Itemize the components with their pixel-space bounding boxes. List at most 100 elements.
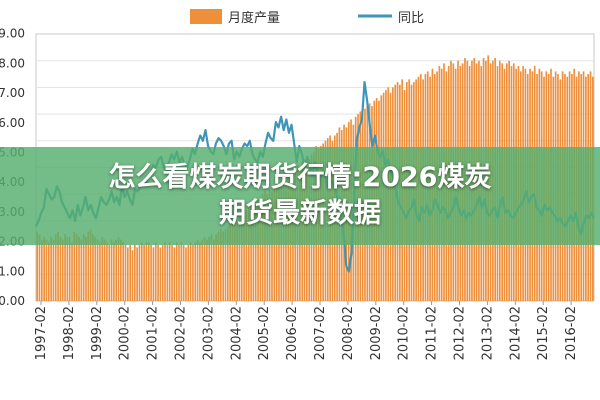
- bar: [40, 239, 43, 301]
- bar: [71, 242, 73, 301]
- bar: [78, 236, 80, 301]
- bar: [87, 231, 90, 301]
- bar: [99, 242, 101, 301]
- bar: [43, 236, 45, 301]
- bar: [136, 247, 138, 301]
- bar: [226, 226, 229, 301]
- bar: [213, 239, 215, 301]
- legend: 月度产量 同比: [190, 9, 424, 26]
- bar: [215, 234, 218, 301]
- y-tick-label: 7.00: [0, 86, 25, 100]
- bar: [261, 194, 264, 301]
- bar: [127, 247, 129, 301]
- x-tick-label: 2009-02: [369, 306, 384, 360]
- bar: [82, 234, 85, 301]
- bar: [157, 244, 159, 301]
- legend-bar-label: 月度产量: [228, 10, 280, 26]
- x-tick-label: 2008-02: [341, 306, 356, 360]
- bar: [85, 236, 87, 301]
- y-tick-label: 8.00: [0, 56, 25, 70]
- bar: [108, 244, 111, 301]
- banner-title-line-1: 怎么看煤炭期货行情:2026煤炭: [108, 162, 492, 193]
- bar: [150, 244, 152, 301]
- bar: [161, 244, 164, 301]
- bar: [36, 231, 38, 301]
- bar: [115, 239, 118, 301]
- bar: [201, 239, 204, 301]
- bar: [131, 250, 134, 301]
- bar: [208, 236, 211, 301]
- bar: [45, 239, 48, 301]
- bar: [54, 234, 57, 301]
- bar: [89, 228, 92, 301]
- x-tick-label: 2015-02: [536, 306, 551, 360]
- bar: [138, 244, 141, 301]
- x-tick-label: 1997-02: [34, 306, 49, 360]
- bar: [50, 236, 52, 301]
- bar: [80, 239, 83, 301]
- banner-title-line-2: 期货最新数据: [219, 198, 381, 229]
- bar: [154, 242, 157, 301]
- bar: [59, 236, 62, 301]
- bar: [222, 231, 224, 301]
- bar: [171, 244, 173, 301]
- y-tick-label: 9.00: [0, 27, 25, 41]
- x-tick-label: 2006-02: [285, 306, 300, 360]
- bar: [224, 228, 227, 301]
- bar: [68, 236, 71, 301]
- y-tick-label: 1.00: [0, 264, 25, 278]
- bar: [133, 244, 136, 301]
- bar: [243, 215, 245, 301]
- grid: [36, 60, 594, 275]
- bar: [231, 220, 234, 301]
- bar: [196, 239, 199, 301]
- bar: [236, 220, 238, 301]
- bar: [129, 244, 131, 301]
- x-tick-label: 2007-02: [313, 306, 328, 360]
- bar: [229, 223, 231, 301]
- x-tick-label: 2010-02: [397, 306, 412, 360]
- bar: [175, 242, 178, 301]
- bar: [52, 239, 55, 301]
- bar: [264, 191, 266, 301]
- bar: [180, 242, 183, 301]
- bar: [189, 242, 192, 301]
- bar: [173, 247, 176, 301]
- bar: [252, 207, 255, 301]
- y-tick-label: 6.00: [0, 116, 25, 130]
- bar: [257, 199, 259, 301]
- x-tick-label: 2011-02: [425, 306, 440, 360]
- bar: [117, 236, 120, 301]
- bar: [199, 242, 201, 301]
- bar: [47, 242, 50, 301]
- bar: [203, 236, 206, 301]
- bar: [75, 234, 78, 301]
- bar: [217, 231, 220, 301]
- bar: [113, 242, 115, 301]
- bar: [61, 239, 64, 301]
- bar: [38, 234, 41, 301]
- x-tick-label: 2013-02: [480, 306, 495, 360]
- title-banner: 怎么看煤炭期货行情:2026煤炭 期货最新数据: [0, 147, 600, 245]
- bar: [64, 234, 66, 301]
- x-tick-label: 2004-02: [229, 306, 244, 360]
- bar: [110, 239, 113, 301]
- bar: [96, 239, 99, 301]
- bar: [238, 215, 241, 301]
- bar: [192, 244, 194, 301]
- bar: [73, 231, 76, 301]
- bar: [210, 234, 213, 301]
- bar: [194, 242, 197, 301]
- x-tick-label: 2016-02: [564, 306, 579, 360]
- x-tick-label: 2005-02: [257, 306, 272, 360]
- bar: [240, 212, 243, 301]
- x-tick-label: 2012-02: [453, 306, 468, 360]
- bar: [124, 244, 127, 301]
- x-tick-label: 2014-02: [508, 306, 523, 360]
- x-axis: 1997-02 1998-02 1999-02 2000-02 2001-02 2002-…: [34, 301, 579, 360]
- bar: [178, 244, 180, 301]
- bar: [159, 247, 162, 301]
- y-tick-label: 0.00: [0, 294, 25, 308]
- bar: [140, 242, 143, 301]
- bar: [187, 244, 190, 301]
